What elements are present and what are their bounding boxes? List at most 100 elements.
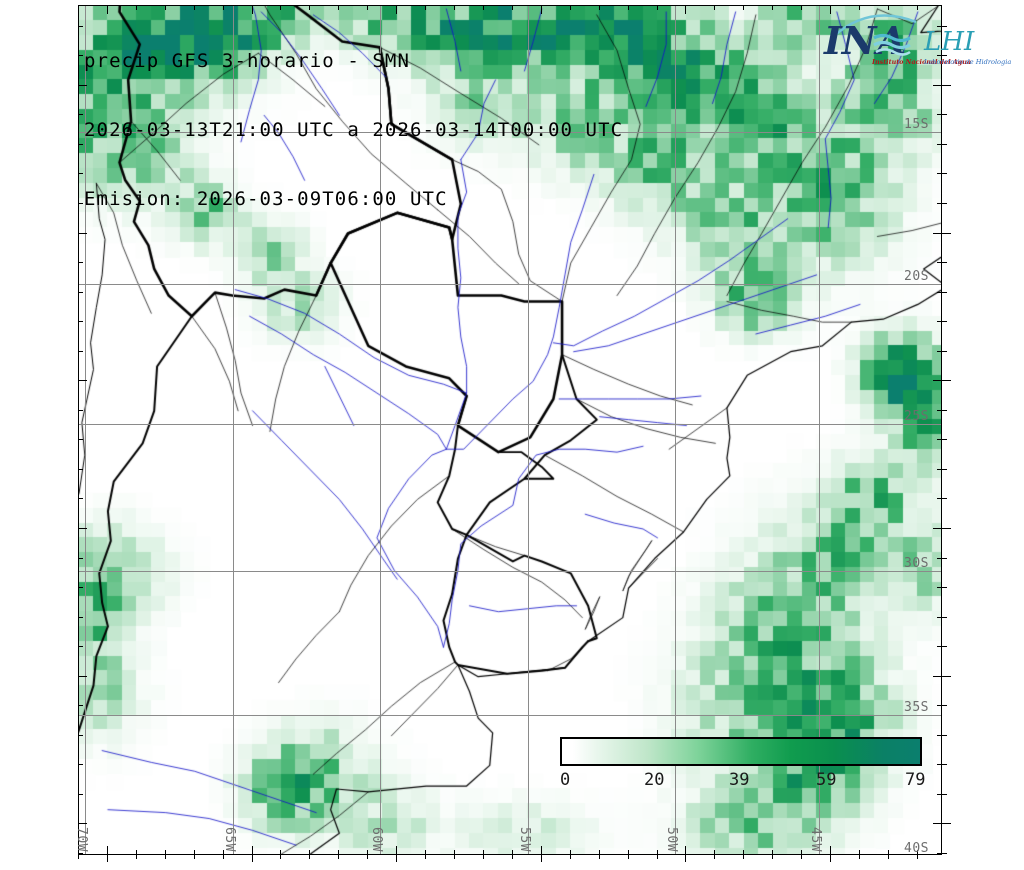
tick-outer-bottom--54 [569,855,571,859]
tick-outer-right--21 [942,262,947,264]
ina-lhi-logo: INA Instituto Nacional del Agua LHI Labo… [823,14,1011,66]
tick-outer-bottom--64 [280,855,282,859]
colorbar-label-0: 0 [560,770,571,790]
tick-right--26 [937,409,942,411]
tick-outer-bottom--62 [338,855,340,859]
gridline-lat-30S [79,571,941,572]
tick-outer-bottom--52 [627,855,629,859]
tick-outer-right--34 [942,646,947,648]
lon-label-55W: 55W [517,827,532,852]
tick-bottom--49 [714,850,716,855]
tick-left--36 [78,705,83,707]
tick-top--42 [916,5,918,10]
tick-outer-bottom--44 [859,855,860,859]
tick-left--20 [78,232,87,234]
tick-right--28 [937,468,942,470]
tick-left--32 [78,587,83,589]
tick-outer-right--32 [942,587,947,589]
gridline-lat-20S [79,284,941,285]
lat-label-20S: 20S [904,269,929,284]
tick-outer-bottom--58 [454,855,456,859]
tick-left--28 [78,468,83,470]
lon-label-45W: 45W [808,827,823,852]
tick-bottom--68 [164,850,166,855]
lon-label-60W: 60W [369,827,384,852]
tick-right--22 [937,291,942,293]
colorbar [560,737,922,766]
tick-right--31 [937,557,942,559]
tick-bottom--59 [425,850,427,855]
tick-left--18 [78,173,83,175]
tick-outer-right--16 [942,114,947,116]
tick-right--20 [933,232,942,234]
map-plot-area[interactable] [78,5,942,855]
gridline-lat-25S [79,424,941,425]
tick-left--19 [78,202,83,204]
tick-top--63 [309,5,311,10]
tick-left--39 [78,793,83,795]
tick-top--68 [164,5,166,10]
tick-left--37 [78,734,83,736]
tick-left--17 [78,143,83,145]
tick-bottom--53 [598,850,600,855]
tick-right--38 [937,764,942,766]
tick-left--25 [78,380,87,382]
tick-outer-bottom--55 [540,855,542,862]
tick-left--13 [78,25,83,27]
tick-top--71 [78,5,79,10]
tick-outer-right--23 [942,321,947,323]
colorbar-label-39: 39 [729,770,750,790]
tick-top--65 [251,5,253,14]
tick-right--17 [937,143,942,145]
gridline-lon-45W [819,6,820,854]
tick-outer-bottom--49 [714,855,716,859]
gridline-lon-70W [85,6,86,854]
tick-right--15 [933,84,942,86]
tick-top--50 [685,5,687,14]
tick-left--41 [78,853,83,854]
tick-top--69 [135,5,137,10]
tick-outer-right--20 [942,232,951,234]
tick-top--58 [454,5,456,10]
tick-top--53 [598,5,600,10]
tick-outer-bottom--70 [106,855,108,862]
tick-bottom--55 [540,846,542,855]
tick-left--21 [78,262,83,264]
tick-top--61 [367,5,369,10]
tick-right--40 [933,823,942,825]
tick-right--25 [933,380,942,382]
colorbar-label-59: 59 [816,770,837,790]
tick-outer-bottom--47 [772,855,774,859]
tick-left--23 [78,321,83,323]
tick-bottom--54 [569,850,571,855]
tick-bottom--57 [482,850,484,855]
tick-right--18 [937,173,942,175]
tick-bottom--45 [830,846,832,855]
tick-left--33 [78,616,83,618]
tick-outer-bottom--46 [801,855,803,859]
colorbar-label-79: 79 [905,770,926,790]
tick-bottom--43 [887,850,889,855]
tick-outer-bottom--56 [511,855,513,859]
tick-top--51 [656,5,658,10]
gridline-lon-60W [380,6,381,854]
tick-bottom--63 [309,850,311,855]
lat-label-30S: 30S [904,556,929,571]
lat-label-25S: 25S [904,409,929,424]
figure-title: precip GFS 3-horario - SMN 2026-03-13T21… [84,4,623,257]
tick-right--19 [937,202,942,204]
tick-outer-bottom--66 [222,855,224,859]
title-line-emission: Emision: 2026-03-09T06:00 UTC [84,188,448,210]
tick-outer-right--25 [942,380,951,382]
tick-bottom--58 [454,850,456,855]
tick-bottom--69 [135,850,137,855]
tick-left--29 [78,498,83,500]
tick-outer-bottom--50 [685,855,687,862]
tick-right--33 [937,616,942,618]
tick-top--62 [338,5,340,10]
tick-left--14 [78,55,83,57]
tick-bottom--66 [222,850,224,855]
tick-top--59 [425,5,427,10]
tick-top--43 [887,5,889,10]
tick-outer-bottom--61 [367,855,369,859]
